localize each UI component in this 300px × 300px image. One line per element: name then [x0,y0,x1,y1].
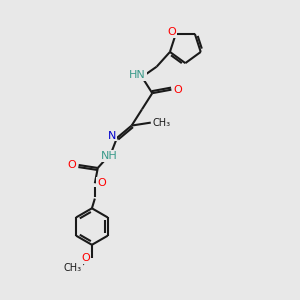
Text: O: O [167,27,176,38]
Text: HN: HN [129,70,146,80]
Text: O: O [81,253,90,263]
Text: O: O [68,160,76,170]
Text: N: N [107,130,116,141]
Text: O: O [97,178,106,188]
Text: CH₃: CH₃ [153,118,171,128]
Text: NH: NH [101,151,118,161]
Text: O: O [173,85,182,94]
Text: CH₃: CH₃ [64,263,82,273]
